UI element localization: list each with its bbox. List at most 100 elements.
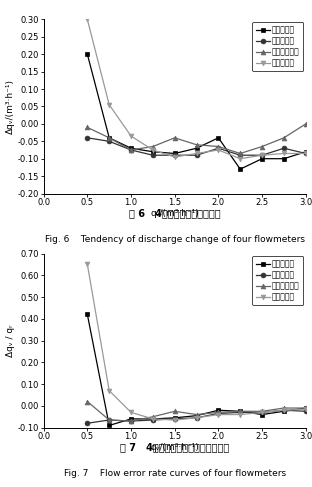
孔板流量计 [217, 412, 220, 417]
文丘里流量计 [217, 410, 220, 415]
涌轮流量计 [107, 417, 111, 423]
文丘里流量计 [107, 417, 111, 423]
涌轮流量计 [195, 152, 198, 158]
孔板流量计 [173, 154, 177, 160]
涌轮流量计 [238, 152, 242, 158]
电磁流量计 [85, 312, 89, 318]
涌轮流量计 [107, 138, 111, 144]
电磁流量计 [260, 156, 264, 162]
电磁流量计 [217, 135, 220, 141]
Line: 文丘里流量计: 文丘里流量计 [85, 399, 308, 424]
孔板流量计 [260, 152, 264, 158]
文丘里流量计 [304, 405, 308, 411]
孔板流量计 [304, 406, 308, 412]
X-axis label: qᵥ/(m³·h⁻¹): qᵥ/(m³·h⁻¹) [150, 209, 199, 218]
孔板流量计 [129, 410, 133, 415]
孔板流量计 [129, 133, 133, 139]
文丘里流量计 [173, 135, 177, 141]
孔板流量计 [151, 147, 155, 153]
涌轮流量计 [85, 420, 89, 426]
文丘里流量计 [129, 418, 133, 424]
Line: 文丘里流量计: 文丘里流量计 [85, 121, 308, 156]
孔板流量计 [151, 416, 155, 422]
文丘里流量计 [238, 150, 242, 156]
文丘里流量计 [85, 125, 89, 131]
电磁流量计 [238, 409, 242, 414]
涌轮流量计 [282, 145, 286, 151]
涌轮流量计 [217, 411, 220, 416]
孔板流量计 [304, 150, 308, 156]
电磁流量计 [129, 145, 133, 151]
涌轮流量计 [129, 147, 133, 153]
文丘里流量计 [85, 398, 89, 404]
文丘里流量计 [195, 412, 198, 417]
Line: 电磁流量计: 电磁流量计 [85, 312, 308, 428]
孔板流量计 [282, 407, 286, 413]
电磁流量计 [151, 149, 155, 155]
电磁流量计 [151, 416, 155, 422]
孔板流量计 [85, 17, 89, 22]
文丘里流量计 [260, 409, 264, 414]
电磁流量计 [282, 409, 286, 414]
电磁流量计 [173, 415, 177, 421]
文丘里流量计 [282, 135, 286, 141]
Text: 图 6   4种流量计流量变化趋势: 图 6 4种流量计流量变化趋势 [129, 208, 221, 218]
Legend: 电磁流量计, 涌轮流量计, 文丘里流量计, 孔板流量计: 电磁流量计, 涌轮流量计, 文丘里流量计, 孔板流量计 [252, 22, 304, 71]
电磁流量计 [217, 407, 220, 413]
涌轮流量计 [304, 150, 308, 156]
涌轮流量计 [85, 135, 89, 141]
文丘里流量计 [238, 409, 242, 414]
涌轮流量计 [304, 409, 308, 414]
Line: 孔板流量计: 孔板流量计 [85, 262, 308, 422]
电磁流量计 [304, 405, 308, 411]
孔板流量计 [173, 417, 177, 423]
孔板流量计 [238, 412, 242, 417]
Text: Fig. 7    Flow error rate curves of four flowmeters: Fig. 7 Flow error rate curves of four fl… [64, 469, 286, 478]
X-axis label: qᵥ/(m³·h⁻¹): qᵥ/(m³·h⁻¹) [150, 443, 199, 452]
Y-axis label: Δqᵥ/(m³·h⁻¹): Δqᵥ/(m³·h⁻¹) [6, 79, 15, 134]
涌轮流量计 [173, 416, 177, 422]
涌轮流量计 [217, 145, 220, 151]
电磁流量计 [107, 135, 111, 141]
文丘里流量计 [260, 144, 264, 150]
Legend: 电磁流量计, 涌轮流量计, 文丘里流量计, 孔板流量计: 电磁流量计, 涌轮流量计, 文丘里流量计, 孔板流量计 [252, 256, 304, 305]
孔板流量计 [85, 262, 89, 267]
电磁流量计 [238, 166, 242, 172]
Text: Fig. 6    Tendency of discharge change of four flowmeters: Fig. 6 Tendency of discharge change of f… [45, 235, 305, 244]
电磁流量计 [173, 150, 177, 156]
文丘里流量计 [107, 135, 111, 141]
文丘里流量计 [282, 405, 286, 411]
电磁流量计 [195, 412, 198, 418]
Line: 孔板流量计: 孔板流量计 [85, 17, 308, 161]
电磁流量计 [282, 156, 286, 162]
孔板流量计 [282, 150, 286, 156]
Text: 图 7   4种流量计流量误差百分率曲线: 图 7 4种流量计流量误差百分率曲线 [120, 442, 229, 452]
孔板流量计 [107, 102, 111, 108]
孔板流量计 [217, 147, 220, 153]
电磁流量计 [304, 149, 308, 155]
孔板流量计 [195, 415, 198, 421]
涌轮流量计 [151, 152, 155, 158]
文丘里流量计 [151, 414, 155, 420]
涌轮流量计 [173, 152, 177, 158]
Line: 涌轮流量计: 涌轮流量计 [85, 408, 308, 426]
涌轮流量计 [260, 410, 264, 415]
孔板流量计 [260, 410, 264, 415]
孔板流量计 [238, 156, 242, 162]
文丘里流量计 [151, 144, 155, 150]
涌轮流量计 [151, 417, 155, 423]
孔板流量计 [107, 388, 111, 393]
电磁流量计 [195, 145, 198, 151]
电磁流量计 [260, 412, 264, 417]
文丘里流量计 [195, 142, 198, 148]
涌轮流量计 [195, 415, 198, 421]
涌轮流量计 [282, 407, 286, 413]
Line: 涌轮流量计: 涌轮流量计 [85, 135, 308, 158]
电磁流量计 [129, 416, 133, 422]
Line: 电磁流量计: 电磁流量计 [85, 52, 308, 171]
文丘里流量计 [304, 121, 308, 127]
电磁流量计 [107, 423, 111, 429]
涌轮流量计 [260, 152, 264, 158]
电磁流量计 [85, 51, 89, 57]
Y-axis label: Δqᵥ / qᵣ: Δqᵥ / qᵣ [6, 324, 15, 357]
